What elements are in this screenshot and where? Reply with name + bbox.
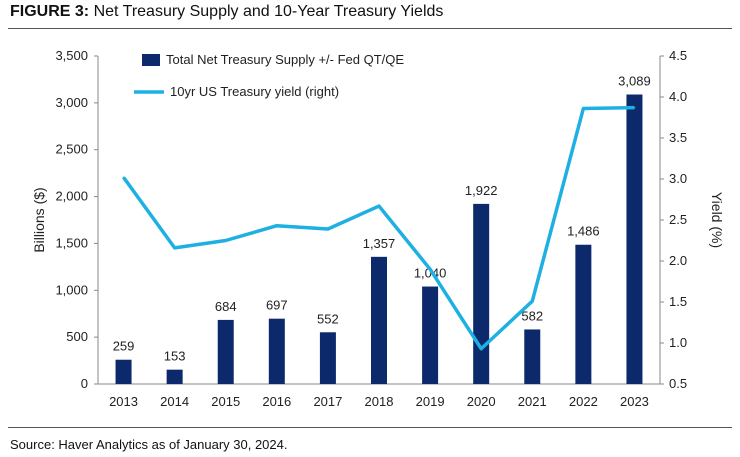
legend-label-line: 10yr US Treasury yield (right) (170, 84, 339, 99)
bar (422, 286, 439, 384)
y-tick-right-label: 0.5 (669, 376, 687, 391)
bar-data-label: 3,089 (618, 74, 651, 89)
y-tick-right-label: 3.5 (669, 130, 687, 145)
bar-data-label: 697 (266, 298, 288, 313)
y-axis-left-title: Billions ($) (31, 187, 47, 252)
figure-label: FIGURE 3: (10, 3, 90, 20)
y-tick-left-label: 0 (81, 376, 88, 391)
x-tick-label: 2017 (313, 394, 342, 409)
bottom-rule (8, 427, 732, 428)
bar (217, 319, 234, 384)
y-tick-left-label: 1,500 (55, 235, 88, 250)
x-tick-label: 2018 (365, 394, 394, 409)
bar (626, 94, 643, 384)
bar (575, 244, 592, 384)
bar-data-label: 1,486 (567, 224, 600, 239)
yield-point (224, 239, 227, 242)
bar (371, 256, 387, 384)
y-tick-left-label: 3,000 (55, 95, 88, 110)
x-tick-label: 2015 (211, 394, 240, 409)
y-tick-left-label: 3,500 (55, 48, 88, 63)
x-tick-label: 2021 (518, 394, 547, 409)
yield-point (531, 300, 534, 302)
yield-point (173, 247, 176, 249)
yield-point (122, 176, 125, 179)
y-tick-right-label: 2.0 (669, 253, 687, 268)
y-tick-right-label: 1.0 (669, 335, 687, 350)
bar-data-label: 582 (521, 308, 543, 323)
yield-point (378, 205, 380, 207)
x-tick-label: 2019 (416, 394, 445, 409)
x-tick-label: 2020 (467, 394, 496, 409)
source-note: Source: Haver Analytics as of January 30… (10, 437, 288, 452)
bar-data-label: 1,922 (465, 183, 498, 198)
y-tick-left-label: 2,000 (55, 189, 88, 204)
y-tick-left-label: 2,500 (55, 142, 88, 157)
y-tick-right-label: 2.5 (669, 212, 687, 227)
y-tick-left-label: 500 (66, 329, 88, 344)
yield-point (276, 224, 278, 227)
y-tick-right-label: 4.0 (669, 89, 687, 104)
bar (115, 359, 132, 384)
x-tick-label: 2023 (620, 394, 649, 409)
figure-title: FIGURE 3: Net Treasury Supply and 10-Yea… (10, 3, 443, 21)
yield-point (429, 268, 431, 271)
bar (319, 332, 336, 384)
bar (524, 329, 541, 384)
x-tick-label: 2016 (262, 394, 291, 409)
x-tick-label: 2022 (569, 394, 598, 409)
x-tick-label: 2013 (109, 394, 138, 409)
yield-point (582, 107, 585, 110)
y-tick-left-label: 1,000 (55, 282, 88, 297)
bar-data-label: 259 (113, 339, 135, 354)
bar-data-label: 1,040 (414, 266, 447, 281)
bar-data-label: 153 (164, 349, 186, 364)
yield-point (633, 106, 636, 109)
x-tick-label: 2014 (160, 394, 189, 409)
yield-point (480, 347, 482, 350)
y-tick-right-label: 3.0 (669, 171, 687, 186)
figure-title-text: Net Treasury Supply and 10-Year Treasury… (93, 3, 444, 20)
bar-data-label: 684 (215, 299, 237, 314)
y-axis-right-title: Yield (%) (709, 192, 725, 248)
chart: 0 500 1,000 1,500 2,000 2,500 3,000 3,500 0.5 1.0… (31, 48, 725, 409)
bar-data-label: 552 (317, 311, 339, 326)
bar (166, 369, 183, 384)
legend-swatch-bar (142, 54, 160, 66)
bar-data-label: 1,357 (363, 236, 396, 251)
bar (268, 318, 285, 384)
top-rule (8, 28, 732, 29)
yield-point (327, 228, 329, 230)
y-tick-right-label: 1.5 (669, 294, 687, 309)
y-tick-right-label: 4.5 (669, 48, 687, 63)
legend-label-bar: Total Net Treasury Supply +/- Fed QT/QE (166, 52, 404, 67)
bar (473, 203, 490, 384)
